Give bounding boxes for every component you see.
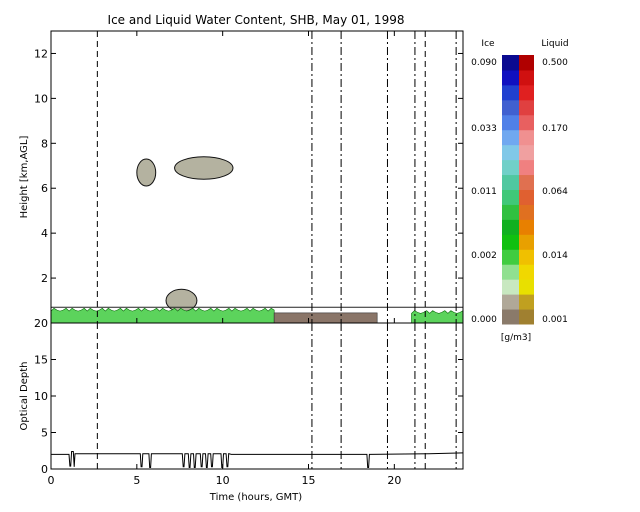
bottom-x-axis: 0 5 10 15 20 [48, 464, 401, 487]
colorbar-ice-swatch [502, 309, 519, 325]
colorbar-liquid-swatch [519, 55, 534, 71]
cloud-features [50, 156, 464, 324]
colorbar-ice-swatch [502, 84, 519, 101]
top-y-tick-label: 2 [41, 272, 48, 285]
top-y-tick-label: 4 [41, 227, 48, 240]
colorbar-ice-swatch [502, 55, 519, 71]
colorbar-liquid-tick: 0.001 [542, 315, 568, 325]
bottom-x-tick-label: 20 [387, 474, 401, 487]
top-y-tick-label: 12 [34, 47, 48, 60]
colorbar-ice-swatch [502, 129, 519, 146]
bottom-x-tick-label: 5 [133, 474, 140, 487]
bottom-y-tick-label: 20 [34, 317, 48, 330]
colorbar-liquid-swatch [519, 69, 534, 86]
bottom-y-axis: 0 5 10 15 20 [34, 317, 463, 476]
x-axis-label: Time (hours, GMT) [209, 492, 303, 503]
colorbar-ice-swatch [502, 234, 519, 250]
top-y-axis: 2 4 6 8 10 12 [34, 31, 463, 323]
mixed-phase-cloud [273, 312, 378, 324]
colorbar-ice-swatch [502, 144, 519, 161]
colorbar-liquid-swatch [519, 99, 534, 116]
colorbar-liquid-scale [519, 55, 534, 325]
bottom-y-axis-label: Optical Depth [19, 362, 30, 431]
optical-depth-line [51, 451, 464, 468]
colorbar-liquid-label: Liquid [541, 39, 568, 49]
colorbar-ice-tick: 0.002 [471, 251, 497, 261]
colorbar-ice-swatch [502, 69, 519, 86]
colorbar-liquid-swatch [519, 174, 534, 190]
colorbar-ice-label: Ice [481, 39, 495, 49]
chart-title: Ice and Liquid Water Content, SHB, May 0… [108, 13, 405, 27]
colorbar-liquid-swatch [519, 204, 534, 220]
colorbar-ice-swatch [502, 114, 519, 131]
liquid-cloud [411, 310, 464, 324]
colorbar-ice-swatch [502, 189, 519, 205]
top-panel: 2 4 6 8 10 12 Height [km,AGL] [19, 30, 464, 324]
event-lines-bottom [96, 323, 457, 469]
ice-cloud [174, 156, 234, 180]
colorbar-ice-swatch [502, 174, 519, 190]
ice-cloud [136, 158, 157, 187]
colorbar-unit: [g/m3] [501, 333, 531, 343]
colorbar-liquid-swatch [519, 294, 534, 310]
colorbar-ice-swatch [502, 294, 519, 310]
top-plot-frame [50, 30, 464, 324]
bottom-y-tick-label: 0 [41, 463, 48, 476]
colorbar-liquid-swatch [519, 234, 534, 250]
colorbar: Ice Liquid 0.090 0.033 0.011 0.002 0.000 0.50… [471, 39, 568, 343]
colorbar-ice-tick: 0.090 [471, 58, 497, 68]
colorbar-ice-swatch [502, 249, 519, 265]
bottom-y-tick-label: 15 [34, 354, 48, 367]
colorbar-liquid-swatch [519, 219, 534, 235]
top-y-tick-label: 8 [41, 137, 48, 150]
liquid-cloud [50, 307, 275, 324]
bottom-panel: 0 5 10 15 20 0 5 10 15 20 Optical Depth Time (ho… [19, 317, 464, 503]
colorbar-liquid-swatch [519, 84, 534, 101]
event-lines [96, 31, 457, 323]
top-y-axis-label: Height [km,AGL] [19, 136, 30, 219]
colorbar-liquid-swatch [519, 309, 534, 325]
top-y-tick-label: 6 [41, 182, 48, 195]
bottom-x-tick-label: 15 [302, 474, 316, 487]
colorbar-ice-tick: 0.011 [471, 187, 497, 197]
bottom-y-tick-label: 5 [41, 427, 48, 440]
colorbar-tick-labels: 0.090 0.033 0.011 0.002 0.000 0.500 0.170 0.064… [471, 58, 568, 325]
colorbar-liquid-swatch [519, 159, 534, 176]
colorbar-ice-swatch [502, 219, 519, 235]
colorbar-ice-swatch [502, 264, 519, 280]
top-y-tick-label: 10 [34, 92, 48, 105]
bottom-plot-frame [50, 322, 464, 470]
colorbar-liquid-swatch [519, 144, 534, 161]
colorbar-liquid-tick: 0.170 [542, 124, 568, 134]
colorbar-ice-swatch [502, 279, 519, 295]
colorbar-liquid-swatch [519, 114, 534, 131]
colorbar-liquid-tick: 0.500 [542, 58, 568, 68]
colorbar-ice-swatch [502, 99, 519, 116]
colorbar-liquid-swatch [519, 279, 534, 295]
colorbar-liquid-tick: 0.064 [542, 187, 568, 197]
colorbar-ice-swatch [502, 159, 519, 176]
bottom-x-tick-label: 0 [48, 474, 55, 487]
colorbar-ice-swatch [502, 204, 519, 220]
bottom-x-tick-label: 10 [216, 474, 230, 487]
colorbar-ice-tick: 0.033 [471, 124, 497, 134]
colorbar-liquid-swatch [519, 129, 534, 146]
colorbar-ice-tick: 0.000 [471, 315, 497, 325]
bottom-y-tick-label: 10 [34, 390, 48, 403]
colorbar-ice-scale [502, 55, 519, 325]
colorbar-liquid-swatch [519, 249, 534, 265]
colorbar-liquid-swatch [519, 189, 534, 205]
colorbar-liquid-swatch [519, 264, 534, 280]
colorbar-liquid-tick: 0.014 [542, 251, 568, 261]
